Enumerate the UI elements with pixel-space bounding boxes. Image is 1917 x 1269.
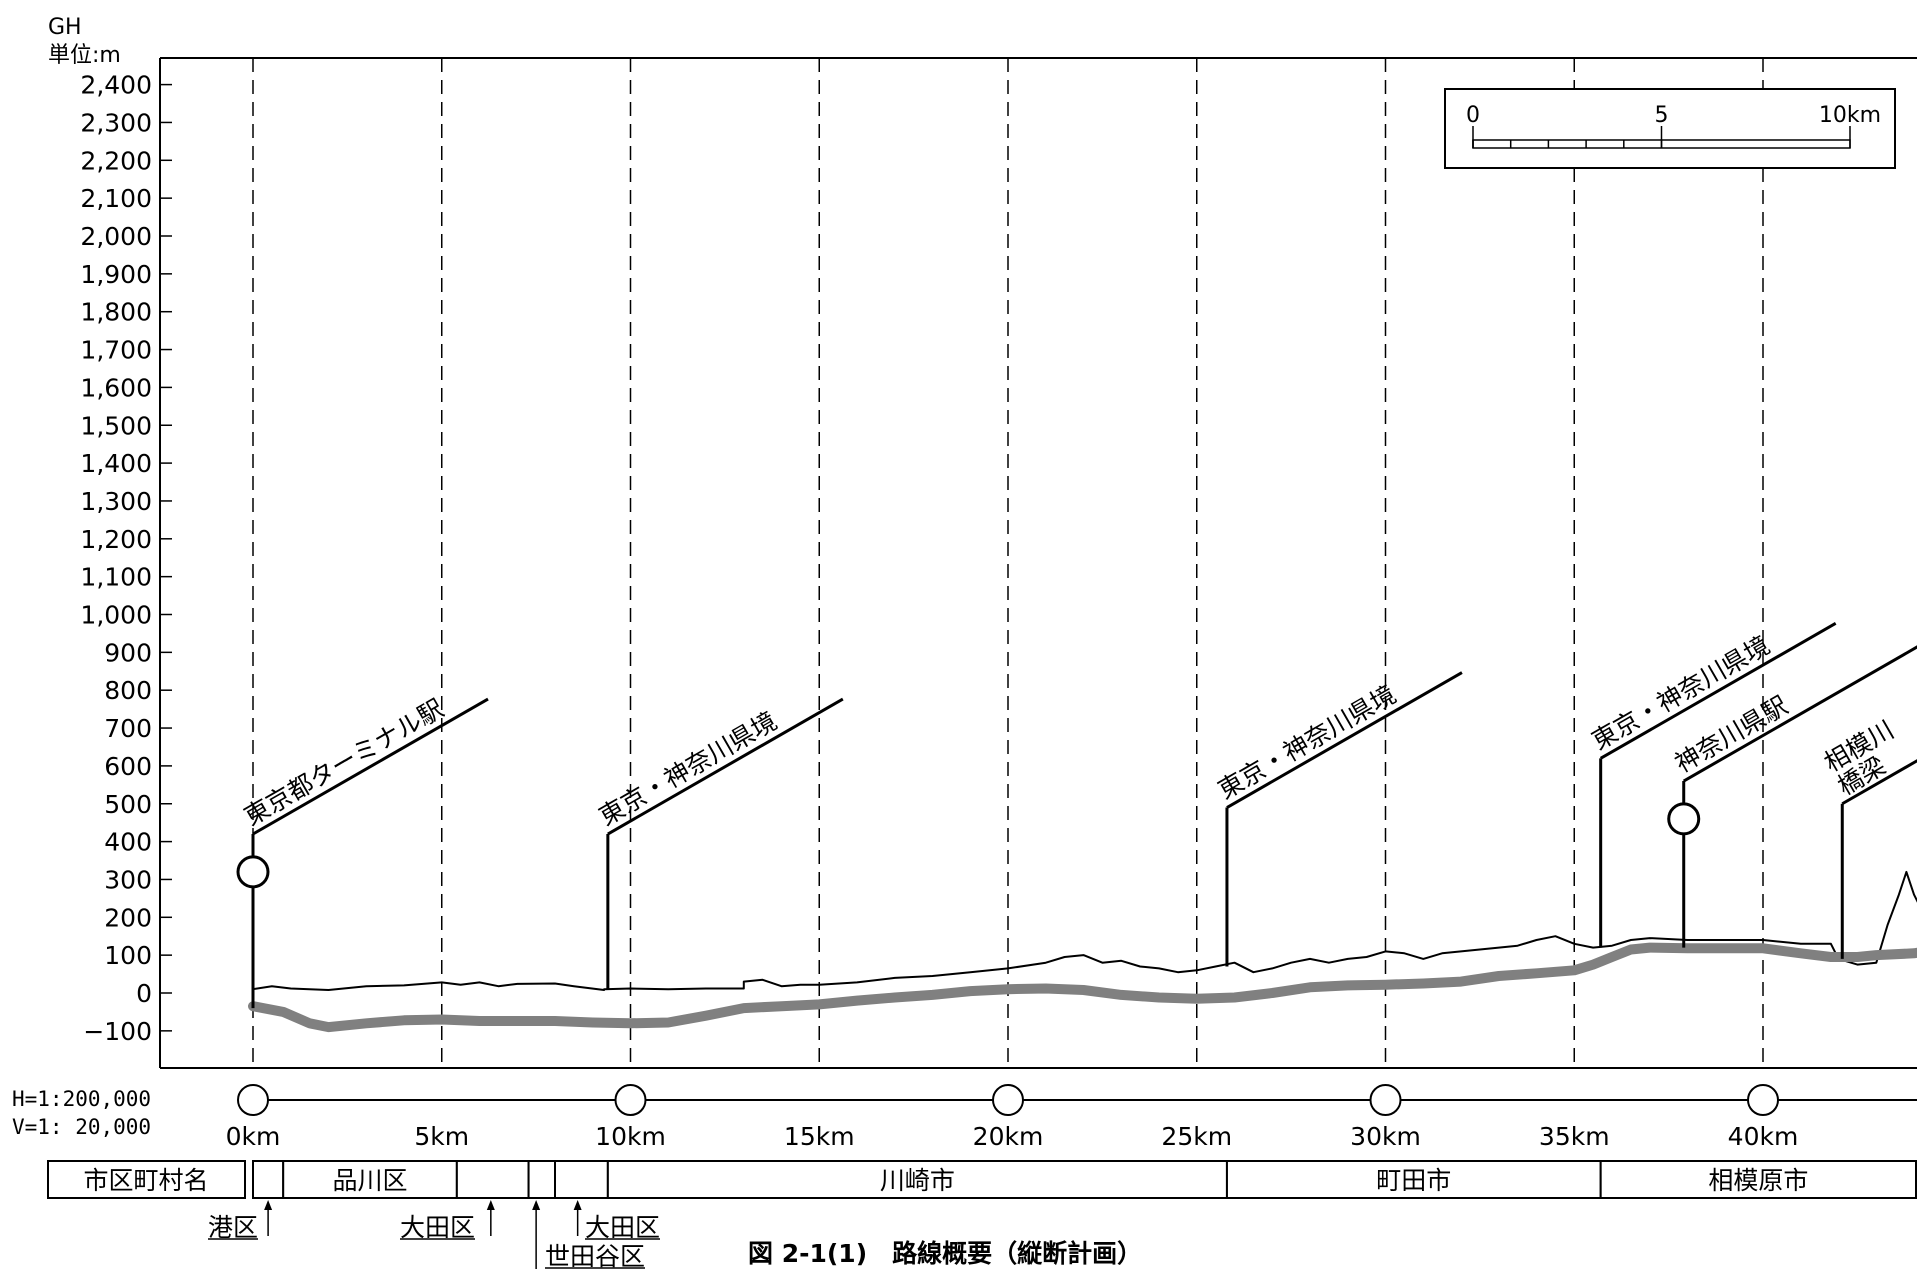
x-tick-label: 25km (1161, 1122, 1232, 1151)
scale-text: V=1: 20,000 (12, 1115, 151, 1139)
annotation-underline (1227, 673, 1462, 808)
x-tick-label: 35km (1539, 1122, 1610, 1151)
callout-label: 世田谷区 (545, 1242, 645, 1269)
y-tick-label: −100 (83, 1017, 152, 1046)
scale-bar: 0 5 10km (1445, 89, 1895, 168)
municipality-header: 市区町村名 (83, 1166, 208, 1195)
y-tick-label: 2,200 (80, 146, 152, 175)
y-axis-label: GH (48, 15, 82, 40)
x-axis-circle (1371, 1085, 1401, 1115)
series-lines (253, 872, 1917, 1027)
x-tick-label: 5km (414, 1122, 469, 1151)
x-axis-circle (616, 1085, 646, 1115)
station-marker (238, 857, 268, 887)
municipality-label: 川崎市 (880, 1166, 955, 1195)
y-tick-label: 1,000 (80, 601, 152, 630)
y-tick-label: 2,100 (80, 184, 152, 213)
series-line-ground (253, 872, 1917, 990)
y-tick-label: 800 (104, 676, 152, 705)
x-tick-label: 40km (1728, 1122, 1799, 1151)
municipality-label: 品川区 (333, 1166, 408, 1195)
municipality-segment (457, 1161, 529, 1198)
callout-arrow (487, 1200, 495, 1210)
callout-label: 港区 (208, 1213, 258, 1242)
municipality-label: 町田市 (1376, 1166, 1451, 1195)
y-tick-label: 0 (136, 979, 152, 1008)
municipality-segment (253, 1161, 283, 1198)
scale-text: H=1:200,000 (12, 1087, 151, 1111)
municipality-segment (555, 1161, 608, 1198)
annotation-underline (253, 699, 488, 834)
station-marker (1669, 804, 1699, 834)
y-axis: GH 単位:m 2,400 2,300 2,200 2,100 2,000 1,900 1,80… (48, 15, 172, 1046)
scale-bar-label: 5 (1655, 103, 1669, 128)
municipality-label: 相模原市 (1708, 1166, 1808, 1195)
y-tick-label: 1,200 (80, 525, 152, 554)
y-tick-label: 2,000 (80, 222, 152, 251)
x-tick-label: 30km (1350, 1122, 1421, 1151)
y-tick-label: 1,800 (80, 298, 152, 327)
scale-bar-label: 0 (1466, 103, 1480, 128)
y-tick-label: 1,600 (80, 373, 152, 402)
plot-frame (160, 58, 1917, 1068)
scale-bar-label: 10km (1819, 103, 1881, 128)
y-axis-unit: 単位:m (48, 43, 121, 68)
callout-arrow (264, 1200, 272, 1210)
annotation-label: 東京都ターミナル駅 (239, 694, 448, 832)
callout-label: 大田区 (400, 1213, 475, 1242)
x-axis-circle (1748, 1085, 1778, 1115)
y-tick-label: 1,500 (80, 411, 152, 440)
annotation-underline (608, 699, 843, 834)
y-tick-label: 100 (104, 941, 152, 970)
y-tick-label: 700 (104, 714, 152, 743)
scale-bar-box (1445, 89, 1895, 168)
y-tick-label: 1,900 (80, 260, 152, 289)
y-tick-label: 900 (104, 638, 152, 667)
callout-label: 大田区 (585, 1213, 660, 1242)
y-tick-label: 2,400 (80, 71, 152, 100)
x-tick-label: 20km (973, 1122, 1044, 1151)
y-tick-label: 300 (104, 865, 152, 894)
y-tick-label: 500 (104, 790, 152, 819)
x-axis-circle (238, 1085, 268, 1115)
y-tick-label: 1,400 (80, 449, 152, 478)
annotation-label: 東京・神奈川県境 (1213, 680, 1401, 805)
y-tick-label: 2,300 (80, 108, 152, 137)
grid-lines (253, 58, 1763, 1068)
x-tick-label: 0km (226, 1122, 281, 1151)
y-tick-label: 1,100 (80, 563, 152, 592)
series-line-route (253, 948, 1917, 1028)
annotation-label: 東京・神奈川県境 (594, 706, 782, 831)
callout-arrow (574, 1200, 582, 1210)
callout-arrow (532, 1200, 540, 1210)
y-tick-label: 200 (104, 903, 152, 932)
chart-title: 図 2-1(1) 路線概要（縦断計画） (748, 1239, 1142, 1268)
x-tick-label: 15km (784, 1122, 855, 1151)
y-tick-label: 1,700 (80, 336, 152, 365)
municipality-segment (529, 1161, 555, 1198)
y-tick-label: 1,300 (80, 487, 152, 516)
y-tick-label: 600 (104, 752, 152, 781)
x-axis: H=1:200,000 V=1: 20,000 0km 5km 10km 15km 20km… (12, 1085, 1917, 1151)
x-axis-circle (993, 1085, 1023, 1115)
x-tick-label: 10km (595, 1122, 666, 1151)
y-tick-label: 400 (104, 828, 152, 857)
